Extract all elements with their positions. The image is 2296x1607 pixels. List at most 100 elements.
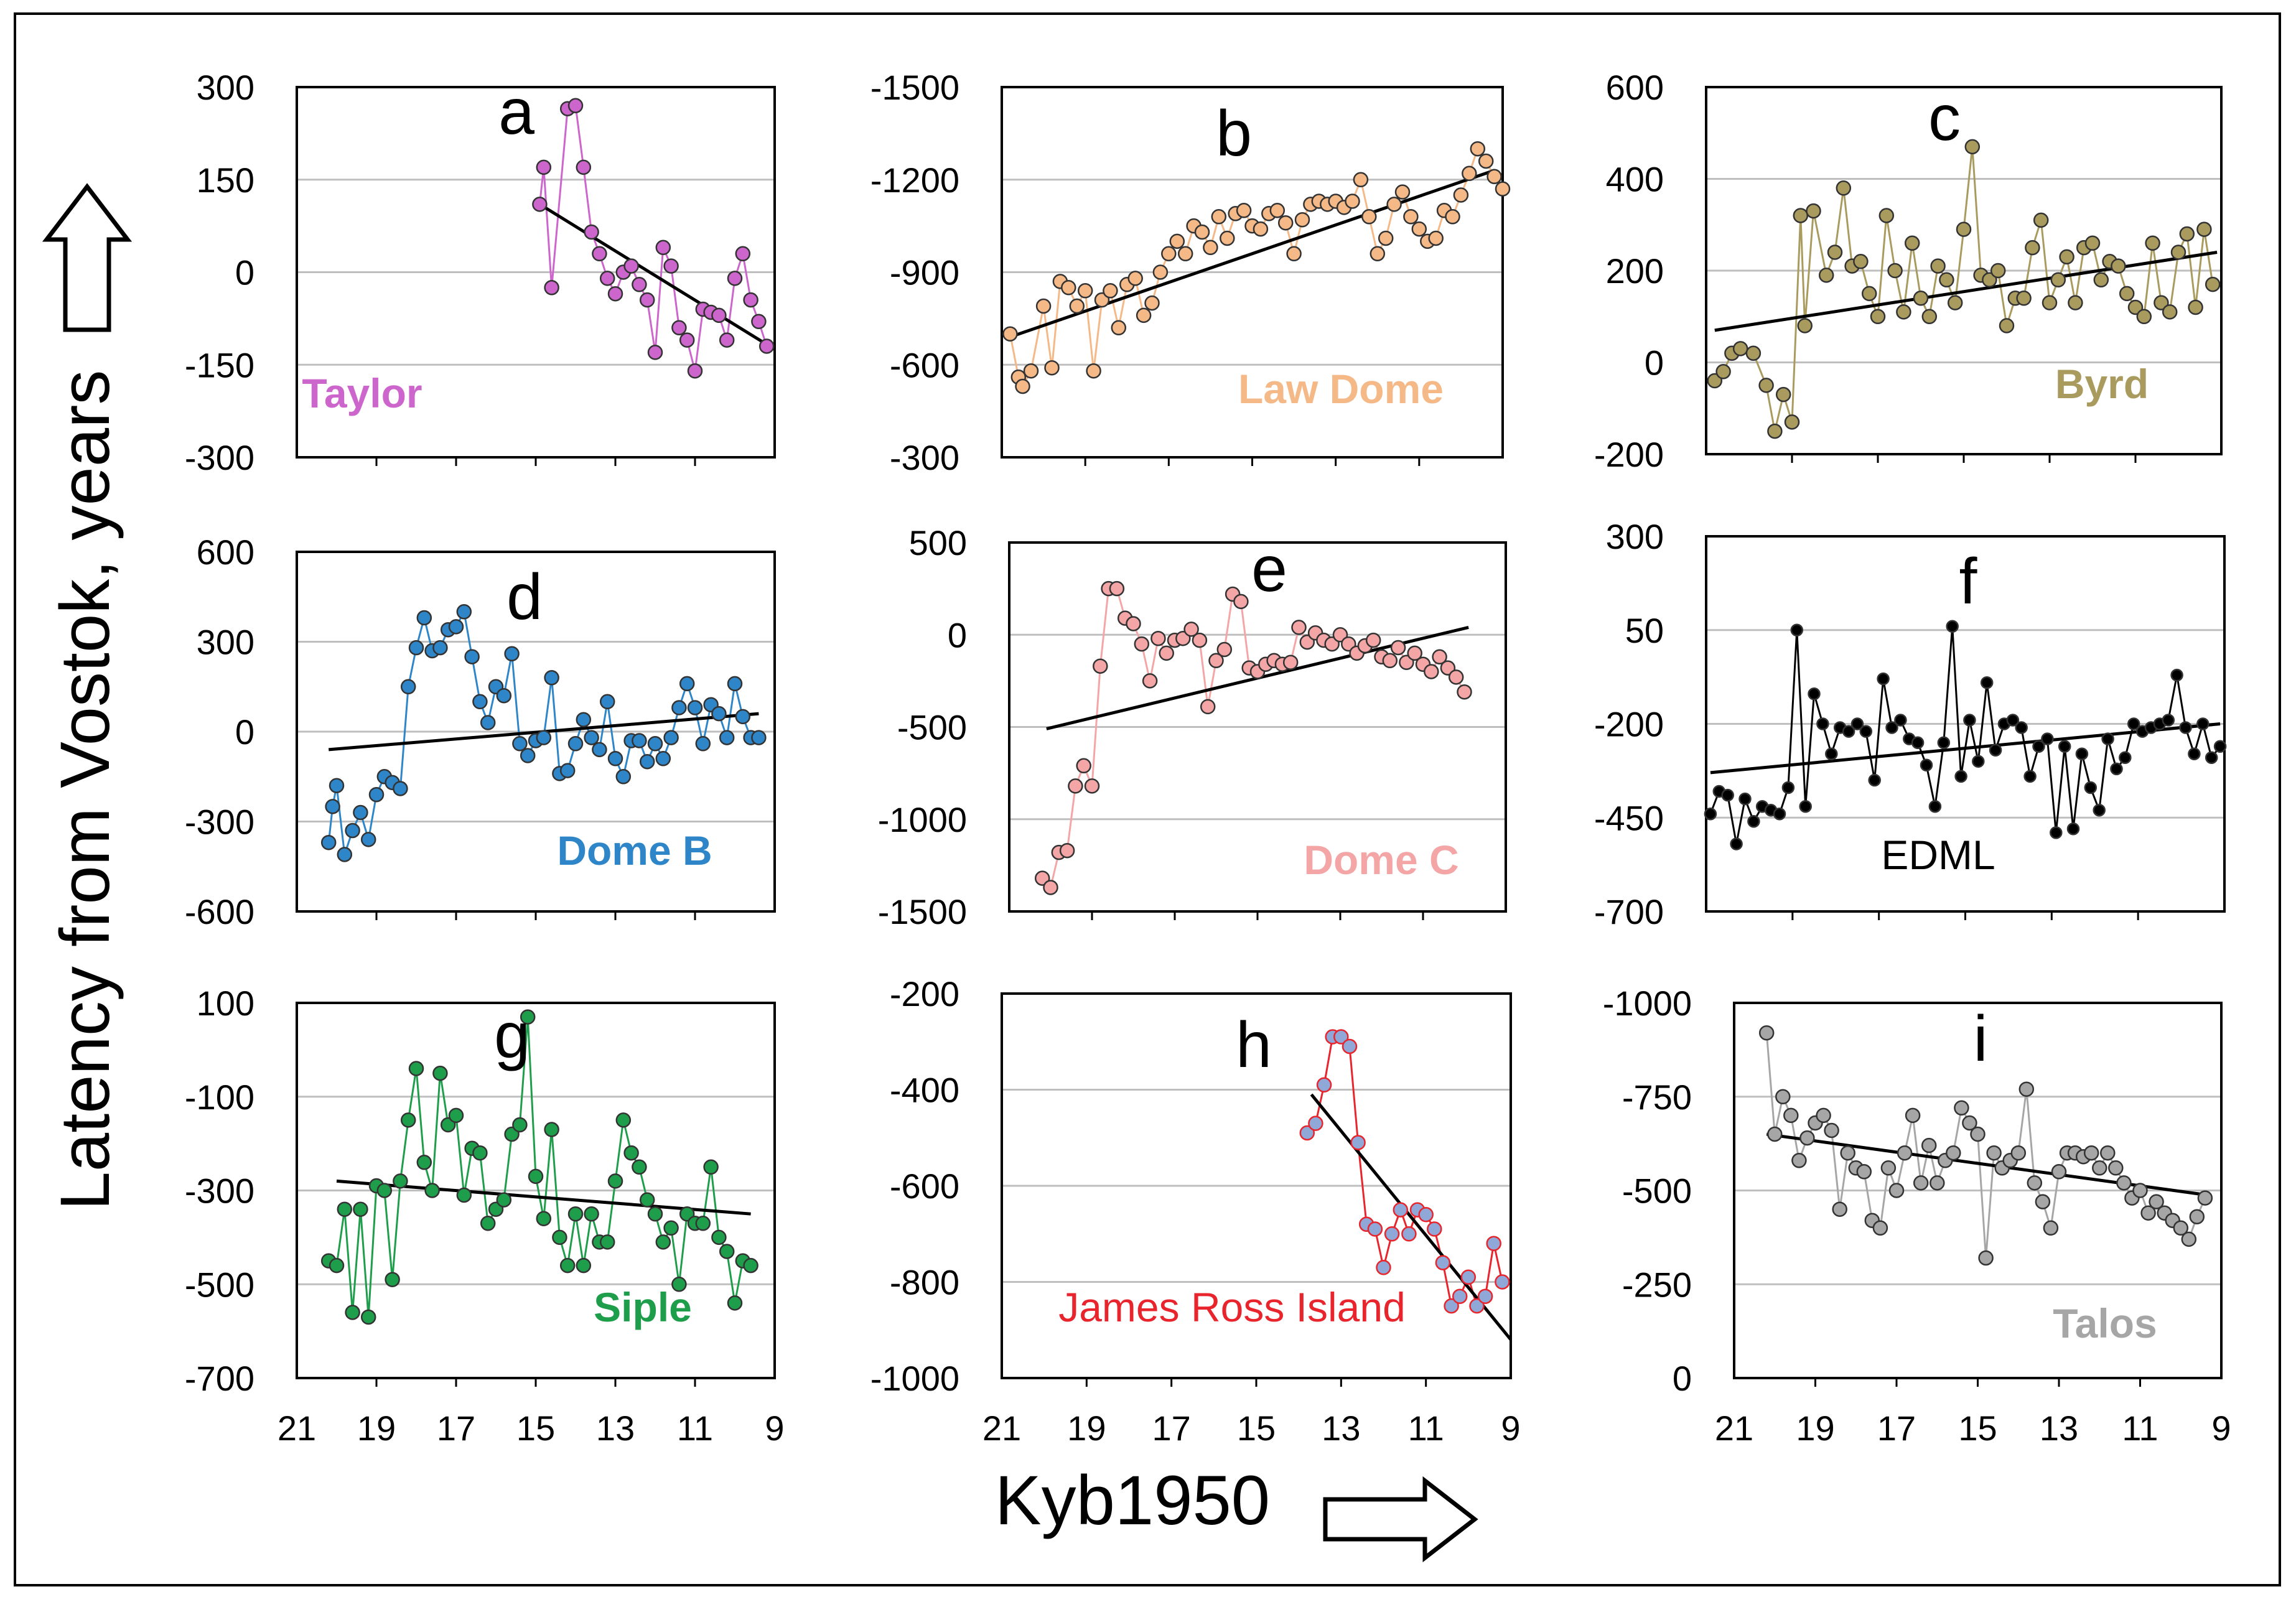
- data-point-f: [2015, 721, 2028, 734]
- data-point-d: [345, 822, 360, 839]
- data-point-i: [2100, 1145, 2116, 1161]
- data-point-d: [512, 736, 528, 752]
- data-point-b: [1203, 240, 1218, 256]
- y-tick-label-f: -450: [1594, 798, 1664, 837]
- data-point-i: [2132, 1183, 2148, 1198]
- data-point-f: [2058, 740, 2071, 753]
- data-point-b: [1361, 209, 1377, 225]
- panel-e: 500 0 -500 -1000 -1500 e Dome C: [878, 523, 1507, 931]
- data-point-f: [2196, 717, 2210, 730]
- data-point-d: [393, 781, 408, 796]
- y-tick-label-g: -700: [185, 1359, 254, 1398]
- y-tick-label-f: -200: [1594, 705, 1664, 744]
- data-point-f: [1954, 770, 1967, 783]
- data-point-a: [567, 98, 584, 114]
- data-point-i: [1905, 1107, 1921, 1124]
- data-point-d: [751, 730, 767, 745]
- data-point-f: [2188, 747, 2201, 760]
- data-point-d: [520, 748, 536, 763]
- data-point-h: [1401, 1226, 1417, 1242]
- data-point-c: [1904, 235, 1920, 251]
- data-point-c: [1913, 291, 1929, 306]
- data-point-c: [1806, 203, 1821, 219]
- panel-letter-e: e: [1251, 533, 1287, 605]
- site-label-d: Dome B: [557, 827, 712, 873]
- data-point-c: [2196, 221, 2212, 237]
- data-point-h: [1316, 1077, 1332, 1093]
- data-point-e: [1183, 622, 1199, 637]
- data-point-f: [2179, 721, 2192, 734]
- data-point-e: [1365, 632, 1381, 648]
- y-tick-label-h: -200: [890, 974, 959, 1013]
- data-point-i: [2116, 1175, 2132, 1191]
- x-tick-label-g: 15: [516, 1409, 555, 1448]
- data-point-d: [711, 706, 727, 722]
- data-point-c: [1878, 208, 1895, 223]
- data-point-i: [1913, 1175, 1929, 1191]
- data-point-h: [1477, 1288, 1493, 1304]
- data-point-f: [1808, 687, 1821, 701]
- data-point-a: [655, 240, 671, 256]
- data-point-f: [2075, 747, 2089, 760]
- data-point-i: [2027, 1175, 2043, 1191]
- data-point-i: [1856, 1164, 1872, 1180]
- data-point-f: [2032, 740, 2045, 753]
- data-point-e: [1142, 673, 1158, 689]
- data-point-g: [639, 1192, 655, 1208]
- data-point-b: [1103, 283, 1118, 299]
- data-point-c: [1921, 309, 1938, 325]
- data-point-g: [671, 1277, 687, 1292]
- data-point-e: [1424, 664, 1439, 679]
- data-point-f: [2213, 740, 2227, 753]
- y-tick-label-g: -100: [185, 1078, 254, 1117]
- data-point-e: [1233, 594, 1249, 610]
- data-point-d: [416, 610, 432, 626]
- data-point-i: [2010, 1145, 2027, 1161]
- panel-a: 300 150 0 -150 -300 a Taylor: [185, 68, 776, 477]
- panel-letter-i: i: [1973, 1003, 1987, 1075]
- data-point-f: [1730, 837, 1743, 850]
- data-point-i: [1921, 1137, 1937, 1153]
- data-point-a: [584, 224, 599, 240]
- y-tick-label-c: 400: [1606, 160, 1664, 199]
- data-point-f: [1850, 717, 1864, 730]
- panel-letter-c: c: [1928, 82, 1961, 154]
- data-point-g: [496, 1192, 512, 1208]
- data-point-h: [1393, 1202, 1409, 1218]
- data-point-h: [1308, 1116, 1323, 1131]
- data-point-d: [360, 832, 376, 847]
- y-tick-label-c: 200: [1606, 251, 1664, 291]
- data-point-a: [639, 292, 655, 308]
- data-point-d: [448, 619, 464, 635]
- data-point-c: [2205, 276, 2221, 292]
- data-point-c: [2025, 240, 2040, 256]
- data-point-b: [1152, 264, 1169, 280]
- y-tick-label-b: -900: [890, 253, 959, 292]
- data-point-b: [1277, 215, 1294, 231]
- y-axis-label: Latency from Vostok, years: [46, 370, 124, 1211]
- panels: 3001500-150-300aTaylor-1500-1200-900-600…: [185, 68, 2231, 1448]
- y-tick-label-b: -300: [890, 438, 959, 477]
- data-point-g: [647, 1206, 663, 1222]
- data-point-e: [1093, 658, 1108, 674]
- data-point-c: [1956, 221, 1972, 237]
- data-point-c: [1767, 423, 1783, 439]
- data-point-c: [1745, 345, 1762, 361]
- data-point-f: [1946, 620, 1959, 633]
- y-tick-label-f: -700: [1594, 892, 1664, 931]
- x-tick-label-i: 11: [2122, 1409, 2158, 1448]
- y-tick-label-i: -500: [1622, 1171, 1692, 1211]
- data-point-d: [544, 670, 559, 686]
- data-point-d: [615, 769, 632, 785]
- y-tick-label-e: -1000: [878, 800, 967, 839]
- data-point-b: [1462, 165, 1477, 182]
- data-point-d: [567, 736, 584, 752]
- data-point-i: [1758, 1025, 1775, 1041]
- data-point-e: [1390, 640, 1406, 656]
- panel-i: -1000 -750 -500 -250 0 21 19 17 15 13 11 9 i Talos: [1603, 984, 2231, 1448]
- data-point-h: [1384, 1226, 1400, 1242]
- data-point-i: [2092, 1160, 2107, 1176]
- data-point-g: [536, 1211, 552, 1226]
- data-point-b: [1470, 141, 1486, 157]
